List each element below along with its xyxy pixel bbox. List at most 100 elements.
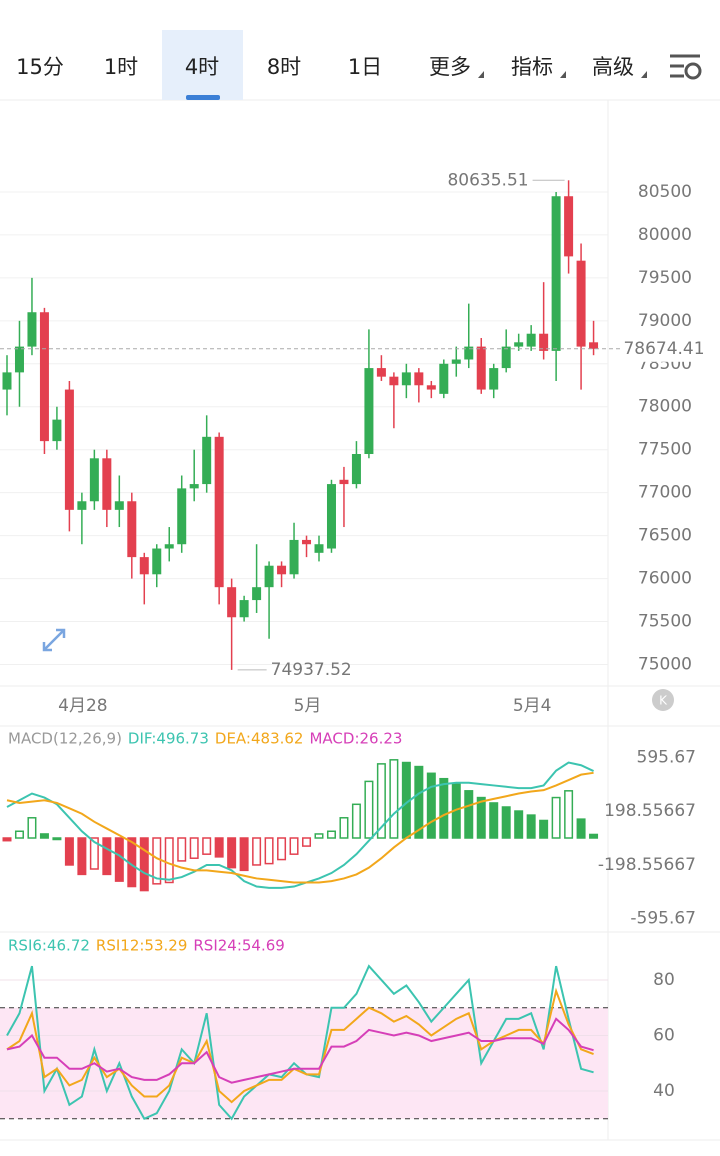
macd-bar [64,837,74,866]
macd-bar [239,837,249,872]
dif-line [6,761,594,889]
high-label: 80635.51 [447,170,528,190]
y-tick-label: 80500 [638,182,692,202]
candle-body [52,419,62,442]
layout: K [0,54,720,1141]
macd-bar [526,814,536,839]
legend-entry: RSI24:54.69 [193,937,284,955]
macd-bar [164,837,174,884]
dropdown-arrow [641,71,647,78]
dropdown-arrow [560,71,566,78]
candle-body [401,372,411,386]
macd-bar [376,763,386,839]
y-tick-label: 76000 [638,569,692,589]
tab[interactable]: 1时 [104,55,138,79]
candle-body [514,342,524,347]
candle-body [339,479,349,485]
macd-bar [277,837,287,861]
y-tick-label: -198.55667 [598,855,696,875]
candle-body [164,544,174,549]
candle-body [476,346,486,390]
candle-body [202,436,212,485]
macd-bar [589,833,599,839]
candle-body [14,346,24,373]
macd-bar [52,837,62,841]
macd-bar [476,796,486,839]
macd-bar [102,837,112,876]
dropdown-arrow [478,71,484,78]
candle-body [589,342,599,349]
y-tick-label: 75500 [638,612,692,632]
macd-bar [576,818,586,839]
y-tick-label: 80000 [638,225,692,245]
candle-body [139,557,149,575]
macd-bar [252,837,262,866]
candle-body [2,372,12,390]
y-tick-label: 77000 [638,483,692,503]
candle-body [364,368,374,455]
candle-body [302,539,312,545]
settings-icon[interactable] [670,54,702,80]
tab[interactable]: 4时 [185,55,219,79]
legend-entry: RSI6:46.72 [8,937,90,955]
macd-bar [564,790,574,839]
macd-bar [501,806,511,839]
macd-bar [389,759,399,839]
candle-body [451,359,461,364]
k-button[interactable]: K [652,689,674,711]
tab[interactable]: 1日 [348,55,382,79]
macd-bar [177,837,187,862]
macd-bar [414,765,424,839]
macd-bar [14,830,24,839]
y-tick-label: 75000 [638,655,692,675]
macd-bar [489,802,499,839]
tab[interactable]: 指标 [511,55,553,79]
y-tick-label: 40 [653,1081,675,1101]
macd-bar [302,837,312,847]
tab[interactable]: 15分 [16,55,64,79]
candle-body [77,501,87,510]
svg-text:K: K [659,694,668,708]
tab[interactable]: 更多 [429,55,471,79]
y-tick-label: -595.67 [630,908,696,928]
candle-body [89,458,99,502]
candle-body [551,196,561,351]
candle-body [351,454,361,485]
active-tab-bg [162,30,243,100]
candle-body [189,484,199,489]
expand-icon[interactable] [42,628,66,652]
candle-body [314,544,324,553]
y-tick-label: 77500 [638,440,692,460]
macd-bar [326,830,336,839]
candle-body [127,501,137,558]
y-tick-label: 595.67 [637,748,696,768]
candle-body [376,368,386,377]
macd-bar [202,837,212,855]
candle-body [214,436,224,588]
macd-bar [189,837,199,859]
candle-body [414,372,424,386]
x-tick-label: 4月28 [58,696,107,716]
tab[interactable]: 高级 [592,55,634,79]
legend-entry: DIF:496.73 [128,730,209,748]
dea-line [6,771,594,884]
overbought-band [0,1007,608,1119]
tab[interactable]: 8时 [267,55,301,79]
candle-body [114,501,124,510]
candle-body [264,565,274,588]
y-tick-label: 76500 [638,526,692,546]
macd-bar [289,837,299,855]
candle-body [239,600,249,618]
macd-bar [351,803,361,839]
candle-body [152,548,162,575]
macd-bar [464,790,474,839]
last-price-label: 78674.41 [623,339,704,359]
y-tick-label: 198.55667 [604,801,696,821]
y-tick-label: 60 [653,1025,675,1045]
active-tab-indicator [186,95,220,100]
macd-bar [27,817,37,839]
macd-bar [264,837,274,865]
low-label: 74937.52 [271,660,352,680]
macd-bar [114,837,124,882]
x-tick-label: 5月4 [513,696,552,716]
